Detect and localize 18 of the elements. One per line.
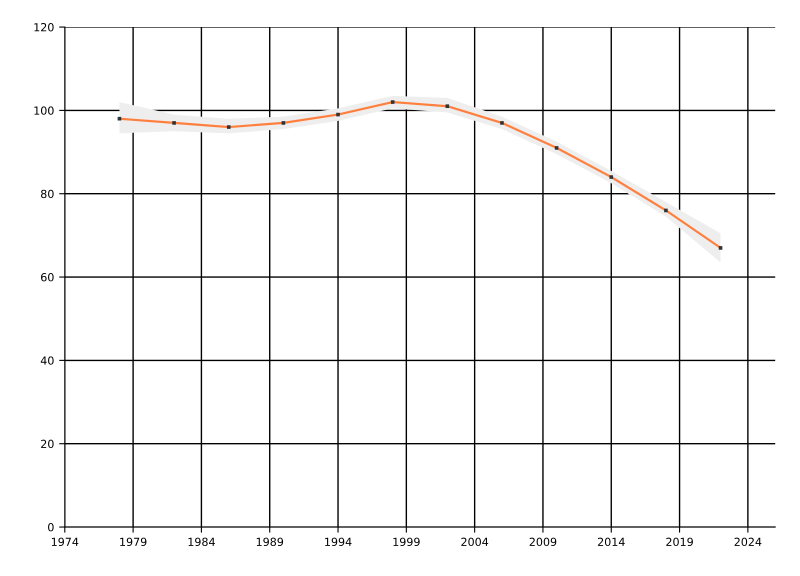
x-tick-label: 2009 xyxy=(530,538,556,546)
y-tick-label: 20 xyxy=(41,440,54,448)
x-tick-label: 1979 xyxy=(120,538,146,546)
x-tick-label: 1984 xyxy=(188,538,215,546)
y-tick-label: 100 xyxy=(34,106,54,115)
y-tick-label: 0 xyxy=(48,523,54,532)
y-tick-label: 120 xyxy=(34,23,54,32)
y-tick-label: 80 xyxy=(41,190,54,198)
x-tick-label: 1999 xyxy=(393,538,420,546)
x-tick-label: 2024 xyxy=(734,538,762,546)
x-tick-label: 1989 xyxy=(256,538,284,546)
x-tick-label: 2014 xyxy=(598,538,625,546)
y-tick-label: 60 xyxy=(41,273,54,282)
y-tick-label: 40 xyxy=(40,356,54,365)
x-tick-label: 1974 xyxy=(52,538,78,546)
x-tick-label: 2004 xyxy=(461,538,488,546)
x-tick-label: 2019 xyxy=(666,538,693,546)
x-tick-label: 1994 xyxy=(325,538,352,546)
